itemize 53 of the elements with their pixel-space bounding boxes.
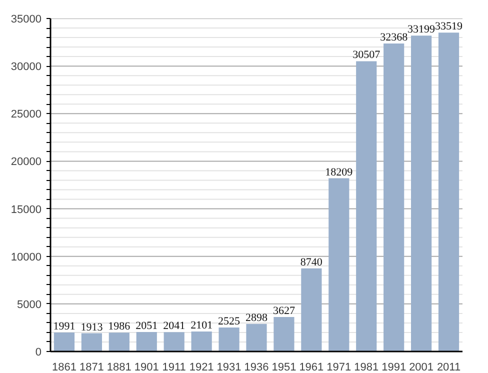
x-tick-label: 1971	[326, 362, 352, 373]
x-tick-label: 1881	[106, 362, 132, 373]
data-label: 33199	[408, 24, 436, 36]
data-label: 2041	[163, 320, 186, 332]
x-tick-label: 1991	[382, 362, 406, 373]
y-tick-label: 5000	[17, 298, 42, 311]
y-tick-label: 30000	[10, 61, 42, 74]
x-tick-label: 1936	[244, 362, 269, 373]
data-label: 8740	[300, 256, 323, 268]
x-tick-label: 1931	[216, 362, 242, 373]
bar	[438, 32, 460, 352]
x-tick-label: 1951	[272, 362, 296, 373]
y-tick-label: 35000	[10, 14, 42, 26]
y-tick-label: 20000	[10, 156, 42, 168]
bar	[136, 332, 157, 352]
data-label: 1913	[80, 321, 104, 334]
bar	[108, 332, 130, 352]
bar	[301, 268, 322, 352]
data-label: 18209	[325, 166, 354, 178]
x-tick-label: 1861	[52, 362, 76, 373]
x-tick-label: 1921	[189, 362, 214, 373]
data-label: 2051	[136, 320, 158, 332]
bar	[328, 178, 350, 352]
data-label: 30507	[352, 49, 381, 62]
x-tick-label: 1981	[354, 362, 379, 373]
data-label: 33519	[435, 20, 464, 33]
bar	[384, 44, 404, 352]
x-tick-label: 1901	[134, 362, 159, 373]
data-label: 2898	[246, 312, 268, 324]
data-label: 2525	[218, 315, 241, 328]
bar	[411, 36, 432, 352]
x-tick-label: 2011	[436, 362, 461, 373]
bar	[356, 61, 377, 352]
x-tick-label: 2001	[409, 362, 434, 373]
data-label: 1986	[108, 320, 131, 333]
y-tick-label: 10000	[10, 251, 42, 264]
x-tick-label: 1871	[79, 362, 104, 373]
data-label: 3627	[272, 304, 296, 317]
y-tick-label: 0	[35, 346, 42, 358]
bar	[191, 332, 212, 352]
data-label: 2101	[190, 320, 213, 332]
bar	[246, 324, 267, 352]
x-tick-label: 1911	[162, 362, 186, 373]
bar	[54, 332, 75, 352]
data-label: 32368	[380, 32, 408, 44]
bar	[274, 316, 294, 352]
y-tick-label: 15000	[10, 204, 42, 216]
y-tick-label: 25000	[10, 108, 42, 121]
bar	[218, 327, 240, 352]
data-label: 1991	[53, 320, 76, 333]
bar	[81, 333, 102, 352]
x-tick-label: 1961	[299, 362, 324, 373]
bar	[164, 332, 184, 352]
